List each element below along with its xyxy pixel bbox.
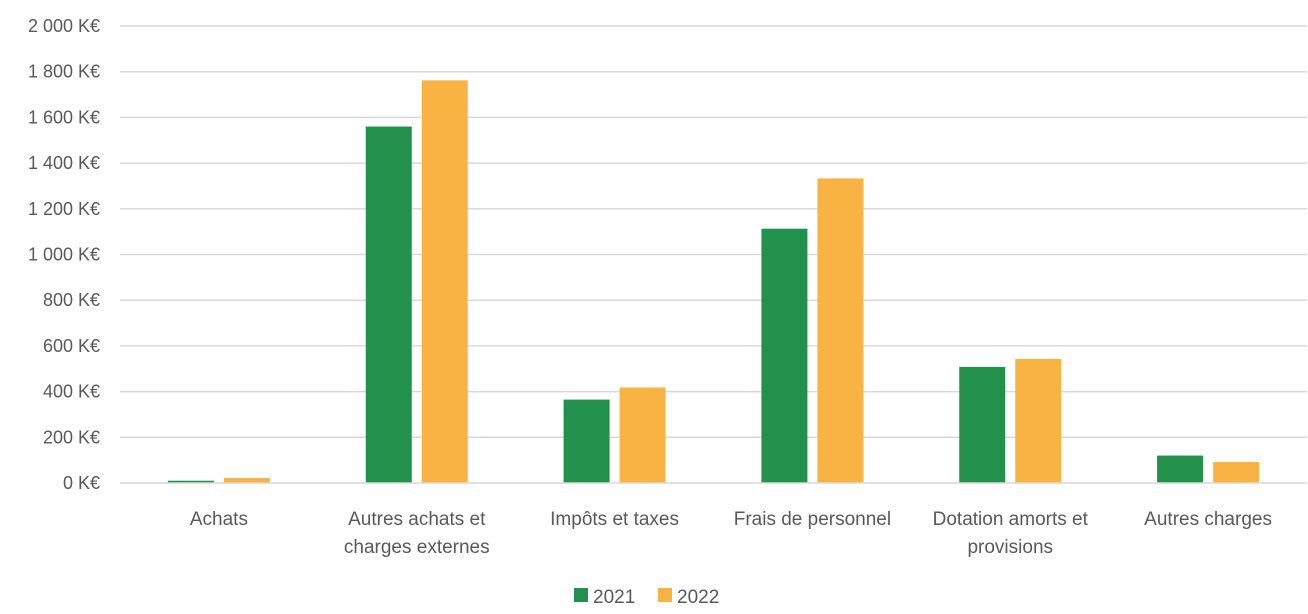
y-tick-label: 200 K€ [43,427,100,447]
bars [167,80,1260,484]
x-axis-category-labels: Achats Autres achats et charges externes Im… [190,509,1272,558]
y-tick-label: 400 K€ [43,382,100,402]
x-tick-label: Achats [190,509,248,530]
bar-2022-3 [817,178,864,484]
bar-2021-5 [1157,455,1204,483]
legend-swatch [574,588,588,602]
x-tick-label: Impôts et taxes [550,509,679,530]
legend-item-2021: 2021 [574,587,635,608]
x-tick-label: Autres achats et charges externes [344,509,490,558]
x-tick-label: Dotation amorts et provisions [933,509,1089,558]
y-tick-label: 800 K€ [43,290,100,310]
legend-label: 2021 [593,587,635,608]
bar-2021-2 [563,399,610,483]
y-tick-label: 600 K€ [43,336,100,356]
legend-item-2022: 2022 [658,587,719,608]
y-tick-label: 1 200 K€ [28,199,100,219]
bar-2022-1 [421,80,468,484]
x-tick-label: Autres charges [1144,509,1272,530]
bar-2022-0 [223,477,270,483]
bar-2022-2 [619,387,666,483]
y-tick-label: 2 000 K€ [28,16,100,36]
bar-2022-4 [1015,358,1062,483]
y-tick-label: 1 000 K€ [28,245,100,265]
bar-2021-0 [167,480,214,483]
x-tick-label: Frais de personnel [734,509,891,530]
legend-swatch [658,588,672,602]
bar-2021-4 [959,366,1006,483]
y-tick-label: 1 400 K€ [28,153,100,173]
bar-2021-3 [761,228,808,483]
y-tick-label: 1 600 K€ [28,107,100,127]
bar-2022-5 [1213,461,1260,483]
legend: 2021 2022 [574,587,719,608]
y-tick-label: 1 800 K€ [28,62,100,82]
y-axis-tick-labels: 0 K€ 200 K€ 400 K€ 600 K€ 800 K€ 1 000 K€ 1 20… [28,16,100,493]
y-tick-label: 0 K€ [63,473,100,493]
bar-2021-1 [365,126,412,483]
legend-label: 2022 [677,587,719,608]
gridlines [120,25,1307,439]
